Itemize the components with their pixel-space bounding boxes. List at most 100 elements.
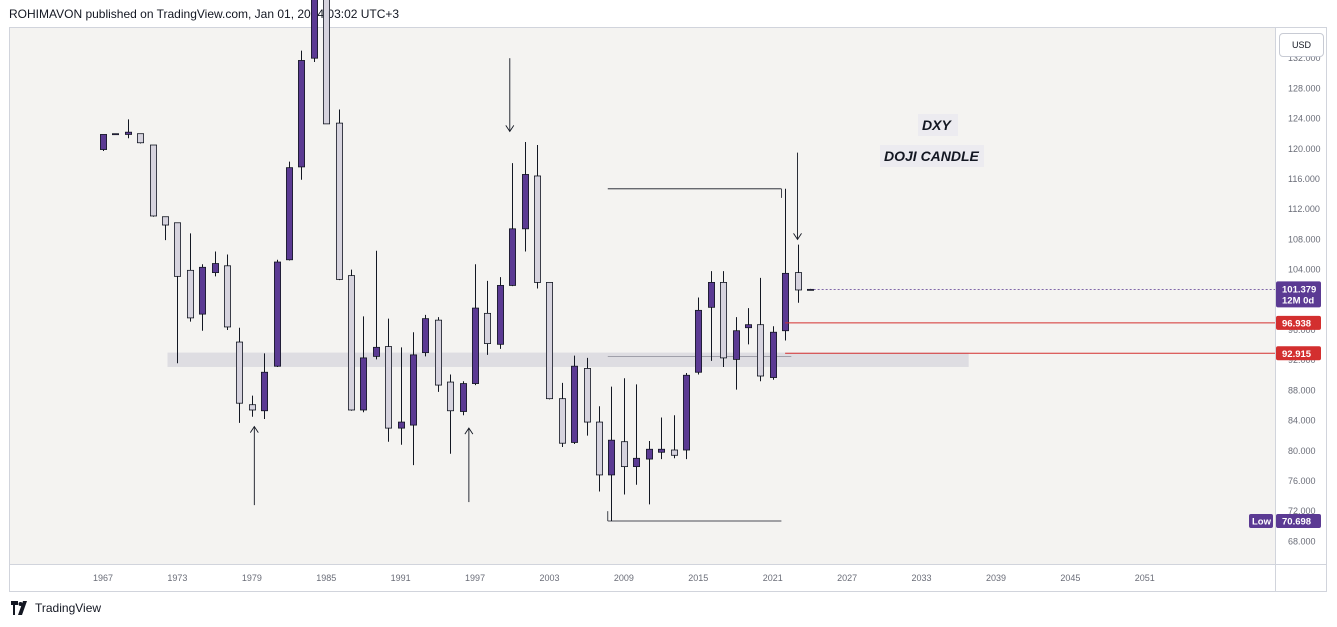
candle-body: [434, 319, 442, 386]
candle-body: [596, 421, 604, 476]
x-tick-label: 1997: [465, 573, 485, 583]
x-tick-label: 2027: [837, 573, 857, 583]
candle-body: [211, 263, 219, 273]
candle-body: [757, 324, 765, 377]
arrow-head: [464, 427, 474, 435]
candle-body: [384, 346, 392, 429]
x-tick-label: 1979: [242, 573, 262, 583]
candle-body: [359, 357, 367, 411]
y-tick-label: 112.000: [1288, 204, 1320, 214]
x-tick-label: 2015: [688, 573, 708, 583]
candle-body: [646, 448, 654, 460]
low-label-text: Low: [1252, 516, 1272, 527]
candle-body: [496, 285, 504, 345]
time-axis: 1967 1973 1979 1985 1991 1997 2003 2009 2015 2021…: [93, 573, 1155, 583]
candle-body: [248, 404, 256, 411]
candle-body: [795, 272, 803, 291]
support-zone-rect: [167, 352, 969, 367]
candle-body: [347, 275, 355, 411]
candle-body: [584, 368, 592, 423]
candle-body: [273, 261, 281, 367]
candle-body: [322, 0, 330, 125]
candle-body: [770, 331, 778, 378]
y-tick-label: 76.000: [1288, 476, 1316, 486]
low-price-value: 70.698: [1282, 516, 1311, 527]
arrow-head: [793, 233, 802, 241]
doji-label-bg: [880, 145, 984, 167]
candle-body: [508, 228, 516, 286]
level-tag-value: 96.938: [1282, 318, 1311, 329]
y-tick-label: 120.000: [1288, 144, 1321, 154]
support-zone: [167, 352, 969, 367]
candle-body: [708, 282, 716, 308]
y-tick-label: 72.000: [1288, 506, 1316, 516]
y-tick-label: 124.000: [1288, 114, 1321, 124]
brand-name: TradingView: [35, 601, 102, 615]
candle-body: [235, 341, 243, 404]
plot-background: [10, 28, 1275, 564]
x-tick-label: 2051: [1135, 573, 1155, 583]
dxy-chart[interactable]: 68.00072.00076.00080.00084.00088.00092.0…: [0, 0, 1337, 595]
x-tick-label: 2021: [763, 573, 783, 583]
currency-selector[interactable]: USD: [1279, 33, 1324, 57]
candle-body: [671, 449, 679, 456]
candle-body: [285, 167, 293, 261]
publish-info: ROHIMAVON published on TradingView.com, …: [9, 7, 400, 21]
currency-label: USD: [1291, 40, 1311, 50]
y-tick-label: 128.000: [1288, 83, 1321, 93]
y-tick-label: 88.000: [1288, 385, 1316, 395]
candle-body: [446, 381, 454, 412]
low-price-tag: [1276, 513, 1321, 528]
candle-body: [483, 312, 491, 344]
candle-body: [397, 421, 405, 429]
candle-body: [260, 371, 268, 412]
candle-body: [683, 374, 691, 451]
candle-body: [745, 324, 753, 329]
last-price-tag: [1276, 281, 1321, 308]
tradingview-logo-icon: [11, 601, 27, 615]
candle-body: [161, 216, 169, 226]
candle-body: [571, 365, 579, 443]
candle-body: [186, 269, 194, 319]
dxy-title: DXY: [922, 117, 952, 133]
candle-body: [223, 265, 231, 328]
candle-body: [733, 330, 741, 360]
text-annotations: DXY DOJI CANDLE: [880, 114, 984, 167]
candle-body: [149, 144, 157, 217]
x-tick-label: 2045: [1060, 573, 1080, 583]
low-label-tag: [1249, 513, 1273, 528]
level-tag: [1276, 346, 1321, 361]
last-price-timeframe: 12M 0d: [1282, 295, 1314, 306]
candle-body: [173, 222, 181, 277]
tradingview-brand[interactable]: TradingView: [10, 601, 101, 615]
candle-body: [633, 457, 641, 468]
y-tick-label: 108.000: [1288, 234, 1321, 244]
y-tick-label: 104.000: [1288, 265, 1321, 275]
candle-body: [522, 174, 530, 230]
dxy-title-bg: [918, 114, 958, 136]
candle-body: [421, 318, 429, 354]
candle-body: [100, 134, 108, 150]
level-tag-value: 92.915: [1282, 349, 1312, 360]
x-tick-label: 2039: [986, 573, 1006, 583]
candle-body: [471, 307, 479, 384]
arrow-head: [505, 125, 515, 133]
x-tick-label: 1967: [93, 573, 113, 583]
candle-body: [546, 282, 554, 400]
arrow-annotations: [249, 58, 802, 506]
y-tick-label: 116.000: [1288, 174, 1320, 184]
candle-body: [198, 266, 206, 315]
candle-body: [297, 60, 305, 168]
candles-layer: [100, 0, 815, 521]
y-tick-label: 80.000: [1288, 446, 1316, 456]
candle-body: [621, 441, 629, 468]
candle-body: [335, 122, 343, 280]
candle-body: [720, 282, 728, 359]
candle-body: [559, 398, 567, 444]
level-tag: [1276, 315, 1321, 330]
candle-body: [534, 175, 542, 283]
arrow-head: [249, 425, 259, 433]
x-tick-label: 1985: [316, 573, 336, 583]
y-tick-label: 84.000: [1288, 416, 1316, 426]
